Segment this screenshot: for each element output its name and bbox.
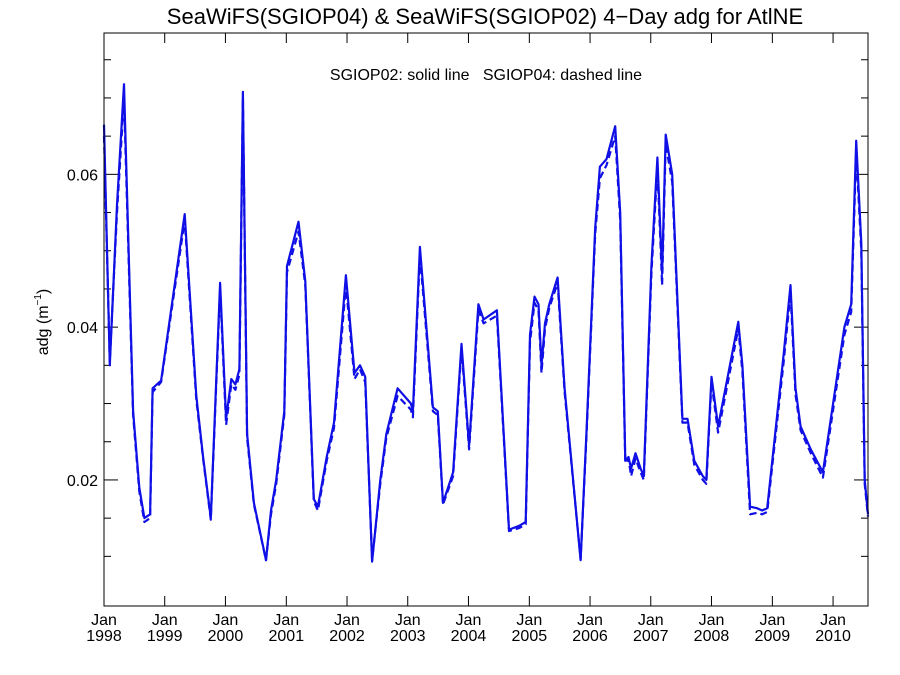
series-annotation: SGIOP02: solid line SGIOP04: dashed line <box>330 67 642 84</box>
x-tick-label-year: 2010 <box>815 628 851 645</box>
x-tick-label-year: 2006 <box>572 628 608 645</box>
x-tick-label-year: 2009 <box>755 628 791 645</box>
y-tick-label: 0.04 <box>67 320 98 337</box>
series-layer <box>102 83 870 563</box>
x-tick-label-month: Jan <box>638 612 664 629</box>
x-tick-label-year: 2000 <box>208 628 244 645</box>
x-tick-label-year: 1999 <box>147 628 183 645</box>
x-tick-label-month: Jan <box>820 612 846 629</box>
x-tick-label-month: Jan <box>516 612 542 629</box>
x-tick-label-month: Jan <box>759 612 785 629</box>
axes-layer: 0.020.040.06Jan1998Jan1999Jan2000Jan2001… <box>67 33 868 645</box>
x-tick-label-year: 2001 <box>269 628 305 645</box>
x-tick-label-year: 2002 <box>329 628 365 645</box>
plot-frame <box>103 32 869 607</box>
x-tick-label-month: Jan <box>152 612 178 629</box>
x-tick-label-year: 2004 <box>451 628 487 645</box>
y-axis-label: adg (m−1) <box>33 289 52 356</box>
y-tick-label: 0.06 <box>67 167 98 184</box>
x-tick-label-month: Jan <box>577 612 603 629</box>
x-tick-label-year: 2007 <box>633 628 669 645</box>
x-tick-label-year: 1998 <box>86 628 122 645</box>
x-tick-label-month: Jan <box>334 612 360 629</box>
chart-title: SeaWiFS(SGIOP04) & SeaWiFS(SGIOP02) 4−Da… <box>167 4 803 29</box>
x-tick-label-year: 2005 <box>512 628 548 645</box>
series-line-sgiop04 <box>102 96 870 562</box>
x-tick-label-month: Jan <box>273 612 299 629</box>
y-axis-label-main: adg (m <box>35 305 52 355</box>
x-tick-label-month: Jan <box>91 612 117 629</box>
x-tick-label-month: Jan <box>456 612 482 629</box>
y-axis-label-superscript: −1 <box>33 294 44 306</box>
y-tick-label: 0.02 <box>67 473 98 490</box>
x-tick-label-month: Jan <box>213 612 239 629</box>
x-tick-label-year: 2003 <box>390 628 426 645</box>
x-tick-label-month: Jan <box>395 612 421 629</box>
x-tick-label-month: Jan <box>699 612 725 629</box>
y-axis-label-close: ) <box>35 289 52 294</box>
x-tick-label-year: 2008 <box>694 628 730 645</box>
